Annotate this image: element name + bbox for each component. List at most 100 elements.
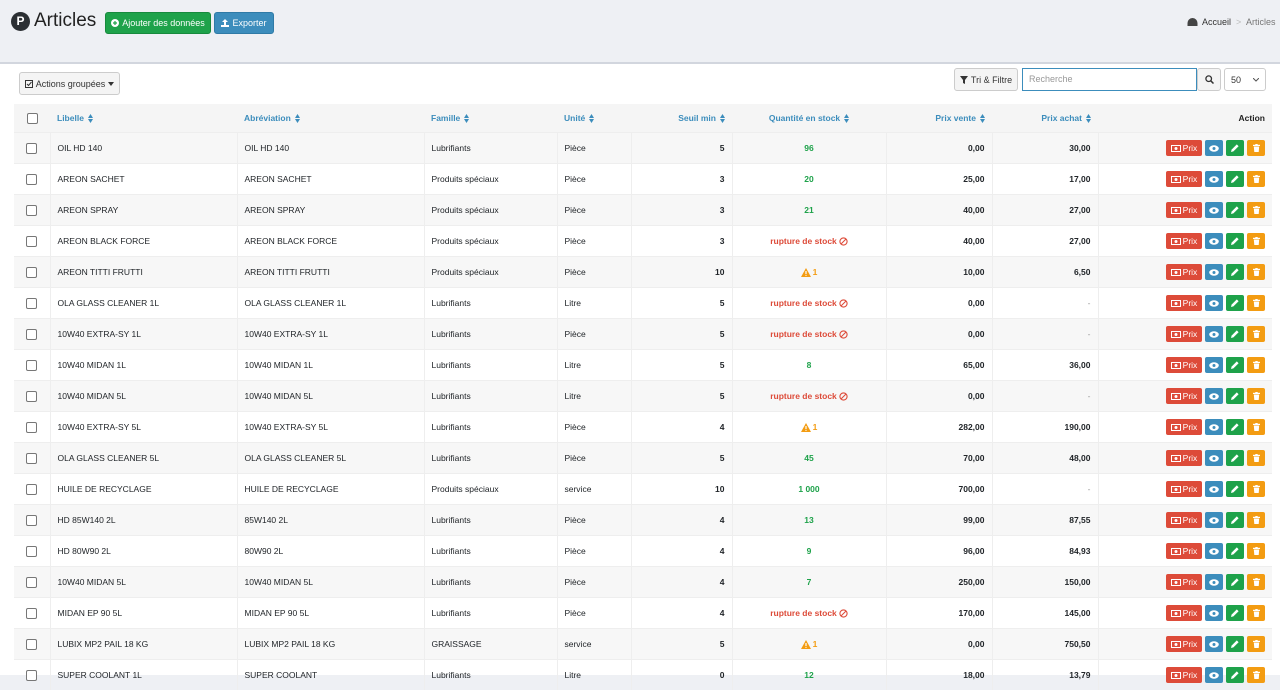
row-checkbox[interactable]: [26, 143, 37, 154]
delete-button[interactable]: [1247, 450, 1265, 466]
price-button[interactable]: Prix: [1166, 140, 1202, 156]
row-checkbox[interactable]: [26, 515, 37, 526]
row-checkbox[interactable]: [26, 267, 37, 278]
view-button[interactable]: [1205, 419, 1223, 435]
edit-button[interactable]: [1226, 140, 1244, 156]
delete-button[interactable]: [1247, 233, 1265, 249]
price-button[interactable]: Prix: [1166, 605, 1202, 621]
row-checkbox[interactable]: [26, 484, 37, 495]
view-button[interactable]: [1205, 140, 1223, 156]
delete-button[interactable]: [1247, 512, 1265, 528]
breadcrumb-home[interactable]: Accueil: [1202, 17, 1231, 27]
price-button[interactable]: Prix: [1166, 171, 1202, 187]
view-button[interactable]: [1205, 636, 1223, 652]
search-button[interactable]: [1197, 68, 1221, 91]
edit-button[interactable]: [1226, 543, 1244, 559]
delete-button[interactable]: [1247, 171, 1265, 187]
delete-button[interactable]: [1247, 574, 1265, 590]
view-button[interactable]: [1205, 450, 1223, 466]
delete-button[interactable]: [1247, 388, 1265, 404]
view-button[interactable]: [1205, 357, 1223, 373]
edit-button[interactable]: [1226, 512, 1244, 528]
view-button[interactable]: [1205, 171, 1223, 187]
edit-button[interactable]: [1226, 295, 1244, 311]
row-checkbox[interactable]: [26, 205, 37, 216]
sortable-column-header[interactable]: Seuil min: [631, 104, 732, 133]
price-button[interactable]: Prix: [1166, 543, 1202, 559]
edit-button[interactable]: [1226, 481, 1244, 497]
delete-button[interactable]: [1247, 605, 1265, 621]
view-button[interactable]: [1205, 202, 1223, 218]
view-button[interactable]: [1205, 295, 1223, 311]
edit-button[interactable]: [1226, 357, 1244, 373]
sortable-column-header[interactable]: Prix vente: [886, 104, 992, 133]
row-checkbox[interactable]: [26, 422, 37, 433]
sortable-column-header[interactable]: Libelle: [50, 104, 237, 133]
delete-button[interactable]: [1247, 357, 1265, 373]
edit-button[interactable]: [1226, 388, 1244, 404]
view-button[interactable]: [1205, 667, 1223, 683]
search-input[interactable]: Recherche: [1022, 68, 1197, 91]
view-button[interactable]: [1205, 233, 1223, 249]
sortable-column-header[interactable]: Unité: [557, 104, 631, 133]
edit-button[interactable]: [1226, 605, 1244, 621]
price-button[interactable]: Prix: [1166, 512, 1202, 528]
edit-button[interactable]: [1226, 419, 1244, 435]
price-button[interactable]: Prix: [1166, 667, 1202, 683]
delete-button[interactable]: [1247, 481, 1265, 497]
row-checkbox[interactable]: [26, 298, 37, 309]
export-button[interactable]: Exporter: [214, 12, 274, 34]
view-button[interactable]: [1205, 264, 1223, 280]
view-button[interactable]: [1205, 481, 1223, 497]
edit-button[interactable]: [1226, 233, 1244, 249]
page-size-select[interactable]: 50: [1224, 68, 1266, 91]
sort-filter-button[interactable]: Tri & Filtre: [954, 68, 1018, 91]
row-checkbox[interactable]: [26, 639, 37, 650]
row-checkbox[interactable]: [26, 236, 37, 247]
edit-button[interactable]: [1226, 202, 1244, 218]
edit-button[interactable]: [1226, 574, 1244, 590]
price-button[interactable]: Prix: [1166, 636, 1202, 652]
price-button[interactable]: Prix: [1166, 233, 1202, 249]
select-all-checkbox[interactable]: [27, 113, 38, 124]
view-button[interactable]: [1205, 326, 1223, 342]
edit-button[interactable]: [1226, 326, 1244, 342]
delete-button[interactable]: [1247, 295, 1265, 311]
bulk-actions-button[interactable]: Actions groupées: [19, 72, 120, 95]
sortable-column-header[interactable]: Abréviation: [237, 104, 424, 133]
price-button[interactable]: Prix: [1166, 481, 1202, 497]
row-checkbox[interactable]: [26, 577, 37, 588]
price-button[interactable]: Prix: [1166, 202, 1202, 218]
row-checkbox[interactable]: [26, 546, 37, 557]
view-button[interactable]: [1205, 605, 1223, 621]
view-button[interactable]: [1205, 388, 1223, 404]
price-button[interactable]: Prix: [1166, 388, 1202, 404]
price-button[interactable]: Prix: [1166, 295, 1202, 311]
row-checkbox[interactable]: [26, 174, 37, 185]
price-button[interactable]: Prix: [1166, 357, 1202, 373]
delete-button[interactable]: [1247, 326, 1265, 342]
edit-button[interactable]: [1226, 636, 1244, 652]
price-button[interactable]: Prix: [1166, 574, 1202, 590]
row-checkbox[interactable]: [26, 360, 37, 371]
row-checkbox[interactable]: [26, 329, 37, 340]
price-button[interactable]: Prix: [1166, 450, 1202, 466]
edit-button[interactable]: [1226, 450, 1244, 466]
price-button[interactable]: Prix: [1166, 419, 1202, 435]
sortable-column-header[interactable]: Quantité en stock: [732, 104, 886, 133]
view-button[interactable]: [1205, 543, 1223, 559]
view-button[interactable]: [1205, 512, 1223, 528]
delete-button[interactable]: [1247, 140, 1265, 156]
edit-button[interactable]: [1226, 264, 1244, 280]
edit-button[interactable]: [1226, 667, 1244, 683]
delete-button[interactable]: [1247, 636, 1265, 652]
sortable-column-header[interactable]: Famille: [424, 104, 557, 133]
delete-button[interactable]: [1247, 667, 1265, 683]
delete-button[interactable]: [1247, 202, 1265, 218]
price-button[interactable]: Prix: [1166, 326, 1202, 342]
delete-button[interactable]: [1247, 264, 1265, 280]
edit-button[interactable]: [1226, 171, 1244, 187]
row-checkbox[interactable]: [26, 670, 37, 681]
row-checkbox[interactable]: [26, 391, 37, 402]
price-button[interactable]: Prix: [1166, 264, 1202, 280]
